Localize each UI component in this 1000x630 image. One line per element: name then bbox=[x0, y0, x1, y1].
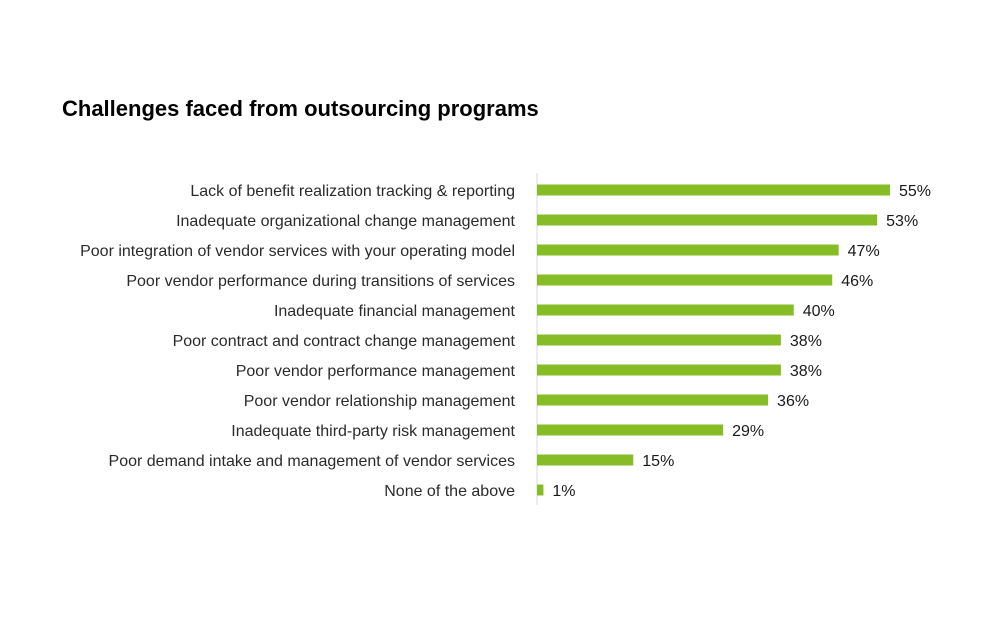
category-label: Inadequate organizational change managem… bbox=[176, 213, 515, 230]
value-label: 53% bbox=[886, 213, 918, 230]
value-label: 36% bbox=[777, 393, 809, 410]
bar bbox=[537, 244, 839, 256]
category-label: Poor demand intake and management of ven… bbox=[109, 453, 515, 470]
bar bbox=[537, 304, 794, 316]
bars bbox=[537, 184, 890, 496]
bar bbox=[537, 454, 634, 466]
bar bbox=[537, 184, 890, 196]
bar bbox=[537, 214, 878, 226]
value-labels: 55% 53% 47% 46% 40% 38% 38% 36% 29% 15% 1% bbox=[552, 183, 931, 500]
bar bbox=[537, 274, 833, 286]
value-label: 55% bbox=[899, 183, 931, 200]
category-label: Inadequate third-party risk management bbox=[231, 423, 515, 440]
category-label: Poor contract and contract change manage… bbox=[173, 333, 516, 350]
bar bbox=[537, 334, 781, 346]
chart-title: Challenges faced from outsourcing progra… bbox=[62, 96, 539, 121]
category-label: Poor vendor relationship management bbox=[244, 393, 516, 410]
value-label: 38% bbox=[790, 363, 822, 380]
category-label: Lack of benefit realization tracking & r… bbox=[190, 183, 515, 200]
category-label: Inadequate financial management bbox=[274, 303, 516, 320]
value-label: 40% bbox=[803, 303, 835, 320]
category-label: Poor vendor performance during transitio… bbox=[126, 273, 515, 290]
value-label: 1% bbox=[552, 483, 575, 500]
value-label: 15% bbox=[642, 453, 674, 470]
bar bbox=[537, 424, 724, 436]
category-label: Poor integration of vendor services with… bbox=[80, 243, 515, 260]
category-labels: Lack of benefit realization tracking & r… bbox=[80, 183, 515, 500]
bar bbox=[537, 484, 544, 496]
bar bbox=[537, 394, 769, 406]
value-label: 47% bbox=[848, 243, 880, 260]
value-label: 46% bbox=[841, 273, 873, 290]
category-label: Poor vendor performance management bbox=[236, 363, 516, 380]
value-label: 38% bbox=[790, 333, 822, 350]
value-label: 29% bbox=[732, 423, 764, 440]
category-label: None of the above bbox=[384, 483, 515, 500]
bar bbox=[537, 364, 781, 376]
